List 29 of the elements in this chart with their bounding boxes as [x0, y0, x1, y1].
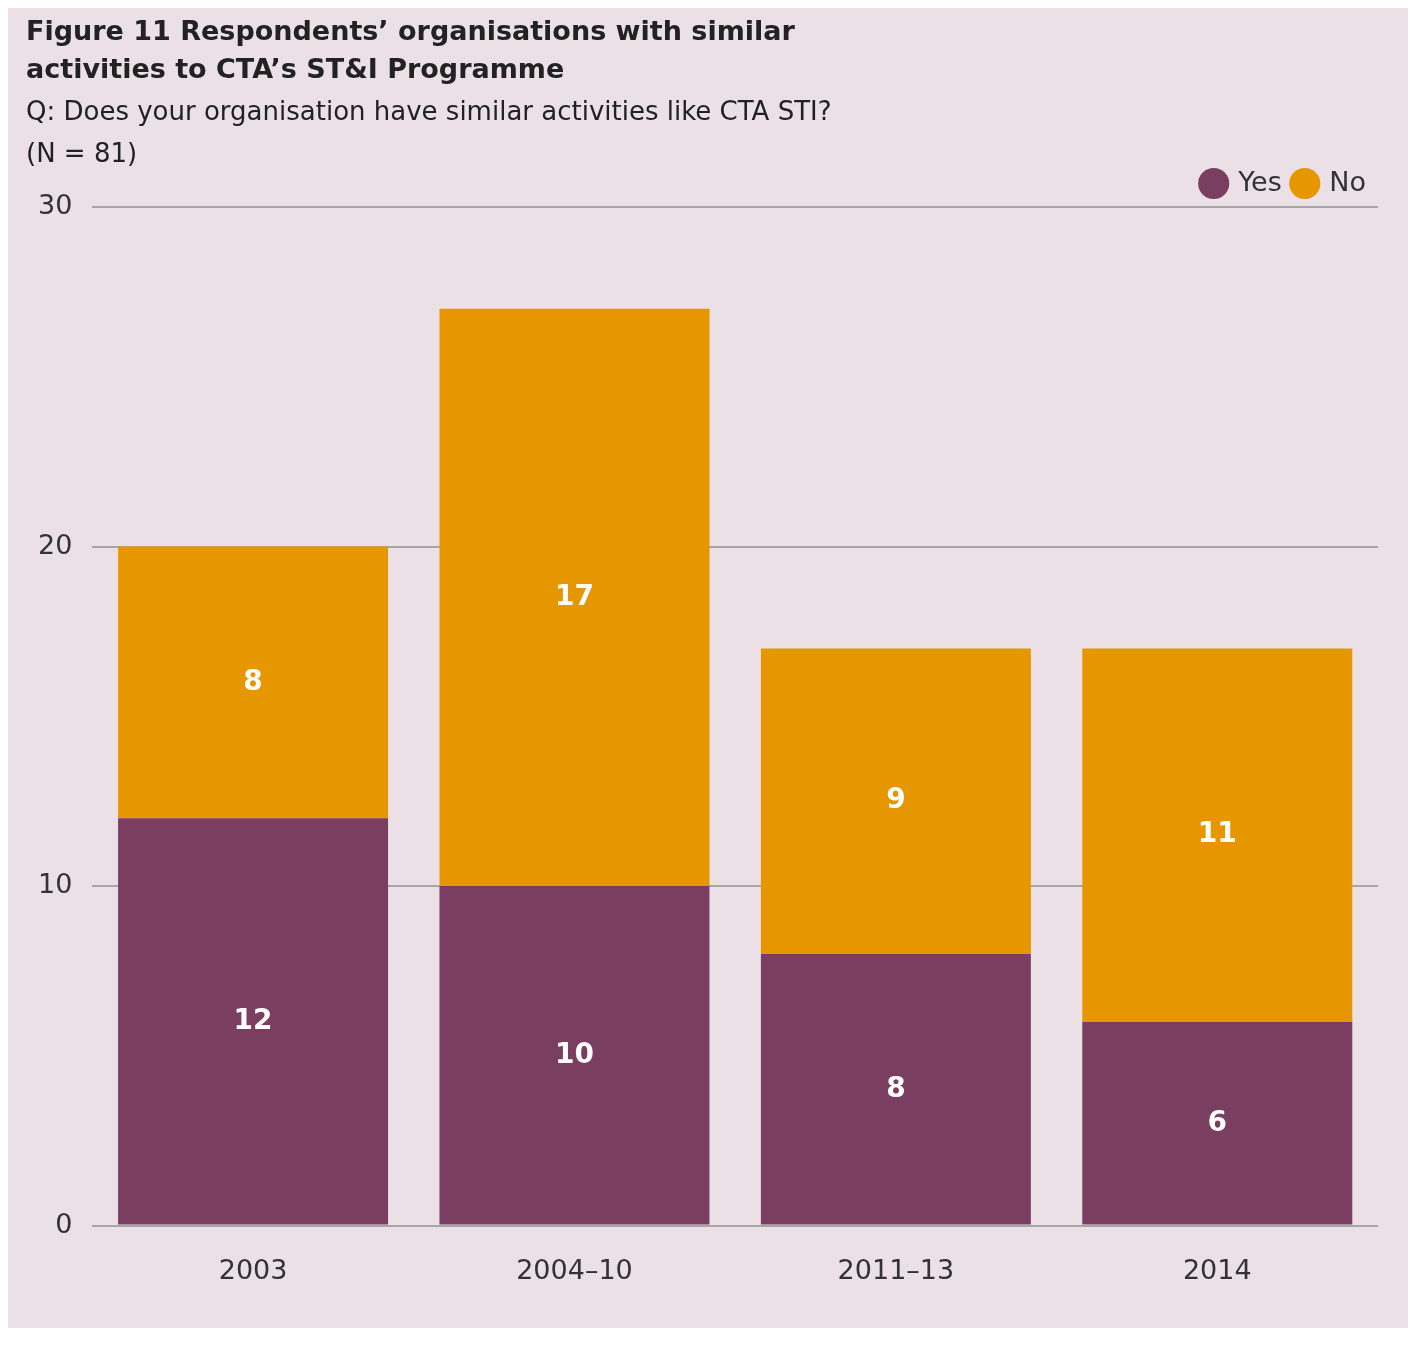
y-tick-label: 0 — [55, 1207, 73, 1239]
x-tick-label: 2014 — [1182, 1253, 1252, 1285]
chart-subtitle: Q: Does your organisation have similar activities like CTA STI? — [26, 96, 833, 126]
bar — [439, 886, 710, 1225]
data-label: 8 — [886, 1070, 906, 1104]
data-label: 9 — [886, 782, 906, 816]
x-tick-label: 2004–10 — [516, 1253, 633, 1285]
text: (N = 81) — [26, 138, 139, 168]
bar — [439, 308, 710, 887]
data-label: 11 — [1197, 816, 1237, 850]
y-tick-label: 20 — [38, 528, 73, 560]
data-label: 17 — [554, 578, 594, 612]
bar — [118, 818, 389, 1225]
data-label: 12 — [233, 1002, 273, 1036]
bar — [760, 648, 1031, 954]
y-tick-label: 30 — [38, 189, 73, 221]
legend-label: No — [1329, 165, 1366, 197]
x-tick-label: 2003 — [218, 1253, 288, 1285]
bar — [118, 546, 389, 819]
x-tick-label: 2011–13 — [837, 1253, 955, 1285]
legend-label: Yes — [1237, 165, 1282, 197]
bar — [1082, 648, 1353, 1022]
bar — [1082, 1021, 1353, 1225]
data-label: 8 — [243, 663, 263, 697]
bar — [760, 953, 1031, 1225]
chart-title: Figure 11 Respondents’ organisations with similar activities to CTA’s ST&I Programme — [26, 14, 796, 86]
data-label: 6 — [1207, 1104, 1228, 1138]
y-tick-label: 10 — [38, 868, 73, 900]
data-label: 10 — [554, 1036, 594, 1070]
